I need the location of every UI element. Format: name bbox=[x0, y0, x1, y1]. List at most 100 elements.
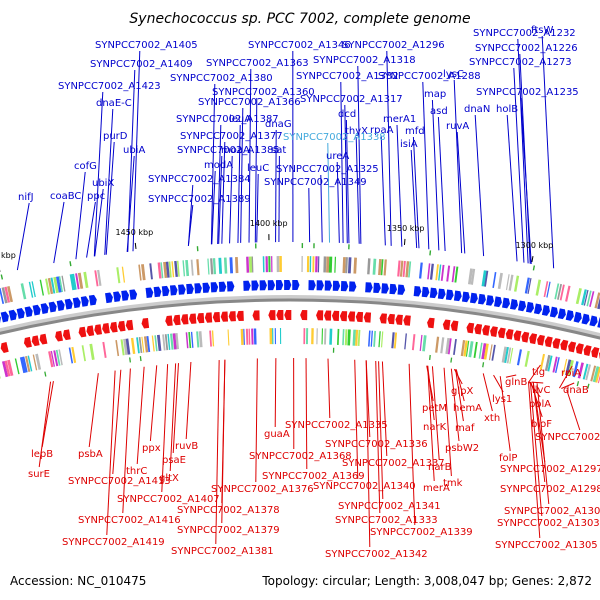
reverse-gene-arrow bbox=[284, 310, 292, 321]
reverse-gene-arrow bbox=[347, 311, 356, 322]
forward-cog-box bbox=[451, 266, 456, 283]
reverse-cog-box bbox=[352, 329, 356, 346]
forward-gene-label: leuA bbox=[229, 114, 251, 125]
reverse-cog-box bbox=[167, 333, 171, 350]
rna-marker bbox=[532, 265, 536, 271]
scale-tick-label: 1350 kbp bbox=[387, 224, 425, 233]
reverse-cog-box bbox=[1, 360, 9, 378]
reverse-leader-line bbox=[529, 381, 543, 517]
reverse-gene-arrow bbox=[125, 319, 134, 331]
forward-gene-label: ppc bbox=[87, 191, 105, 202]
reverse-cog-box bbox=[53, 350, 59, 367]
forward-gene-label: SYNPCC7002_A1346 bbox=[248, 40, 351, 51]
forward-cog-box bbox=[440, 264, 445, 281]
rna-marker bbox=[44, 371, 47, 377]
forward-leader-line bbox=[187, 204, 194, 246]
reverse-gene-label: narB bbox=[428, 462, 452, 473]
forward-cog-box bbox=[223, 257, 228, 274]
reverse-gene-arrow bbox=[228, 311, 236, 322]
reverse-leader-line bbox=[427, 365, 435, 421]
forward-leader-line bbox=[308, 187, 311, 243]
forward-gene-arrow bbox=[32, 304, 41, 316]
reverse-gene-label: SYNPCC7002_A1378 bbox=[177, 505, 280, 516]
forward-leader-line bbox=[386, 50, 392, 246]
reverse-cog-box bbox=[305, 328, 309, 345]
forward-gene-arrow bbox=[259, 280, 267, 291]
forward-gene-arrow bbox=[437, 288, 446, 300]
forward-cog-box bbox=[438, 264, 442, 281]
reverse-gene-label: lepB bbox=[31, 449, 53, 460]
forward-cog-box bbox=[565, 285, 571, 302]
forward-cog-box bbox=[39, 279, 45, 296]
forward-gene-arrow bbox=[597, 317, 600, 328]
forward-cog-box bbox=[470, 268, 476, 285]
forward-leader-line bbox=[218, 155, 223, 244]
forward-gene-arrow bbox=[549, 306, 558, 318]
forward-cog-box bbox=[481, 270, 487, 287]
forward-gene-label: SYNPCC7002_A1226 bbox=[475, 43, 578, 54]
reverse-gene-label: SYNPCC7002_A1369 bbox=[262, 471, 365, 482]
forward-cog-box bbox=[597, 296, 600, 310]
forward-gene-arrow bbox=[565, 310, 574, 321]
forward-cog-box bbox=[45, 278, 50, 295]
reverse-gene-arrow bbox=[117, 320, 126, 332]
forward-gene-arrow bbox=[178, 284, 186, 295]
forward-leader-line bbox=[410, 149, 418, 249]
reverse-cog-box bbox=[151, 335, 155, 352]
forward-cog-box bbox=[268, 256, 271, 273]
forward-gene-label: SYNPCC7002_A1409 bbox=[90, 59, 193, 70]
forward-cog-box bbox=[446, 265, 451, 282]
forward-cog-box bbox=[380, 259, 384, 276]
reverse-leader-line bbox=[532, 382, 546, 483]
forward-gene-label: SYNPCC7002_A1377 bbox=[180, 131, 283, 142]
reverse-gene-label: ppx bbox=[142, 443, 161, 454]
rna-marker bbox=[429, 354, 431, 361]
reverse-cog-box bbox=[24, 355, 31, 373]
reverse-leader-line bbox=[431, 366, 440, 461]
reverse-cog-box bbox=[506, 347, 512, 364]
forward-gene-label: SYNPCC7002_A1405 bbox=[95, 40, 198, 51]
reverse-gene-arrow bbox=[212, 311, 221, 323]
reverse-gene-arrow bbox=[0, 342, 9, 353]
forward-leader-line bbox=[240, 107, 244, 243]
forward-cog-box bbox=[554, 283, 560, 300]
forward-cog-box bbox=[53, 276, 59, 294]
reverse-gene-label: SYNPCC7002_A1300 bbox=[504, 506, 600, 517]
reverse-leader-line bbox=[531, 381, 544, 384]
reverse-cog-box bbox=[35, 353, 42, 370]
forward-cog-box bbox=[301, 256, 303, 273]
forward-leader-line bbox=[221, 141, 226, 244]
forward-gene-label: SYNPCC7002_A1338 bbox=[283, 132, 386, 143]
reverse-leader-line bbox=[365, 360, 371, 548]
reverse-cog-box bbox=[565, 359, 572, 376]
reverse-cog-box bbox=[373, 330, 377, 347]
reverse-gene-arrow bbox=[560, 339, 569, 351]
forward-gene-arrow bbox=[324, 280, 333, 291]
forward-leader-line bbox=[513, 67, 525, 263]
forward-leader-line bbox=[336, 161, 340, 243]
reverse-gene-arrow bbox=[165, 315, 173, 326]
forward-gene-arrow bbox=[105, 292, 113, 304]
forward-cog-box bbox=[121, 266, 126, 283]
reverse-cog-box bbox=[491, 344, 496, 361]
reverse-leader-line bbox=[122, 368, 131, 514]
forward-cog-box bbox=[513, 275, 520, 292]
reverse-gene-arrow bbox=[31, 335, 40, 347]
forward-cog-box bbox=[176, 260, 180, 277]
reverse-cog-box bbox=[272, 328, 274, 345]
forward-gene-label: SYNPCC7002_A1387 bbox=[176, 114, 279, 125]
rna-marker bbox=[429, 250, 432, 256]
reverse-gene-label: ilvC bbox=[532, 385, 550, 396]
forward-cog-box bbox=[4, 286, 11, 303]
reverse-gene-arrow bbox=[497, 327, 506, 339]
forward-gene-arrow bbox=[445, 289, 454, 301]
forward-cog-box bbox=[28, 281, 34, 298]
forward-gene-arrow bbox=[153, 286, 162, 298]
reverse-cog-box bbox=[582, 363, 589, 380]
forward-cog-box bbox=[97, 269, 102, 286]
forward-cog-box bbox=[326, 256, 330, 273]
forward-cog-box bbox=[229, 257, 234, 274]
scale-tick-mark bbox=[531, 256, 534, 263]
